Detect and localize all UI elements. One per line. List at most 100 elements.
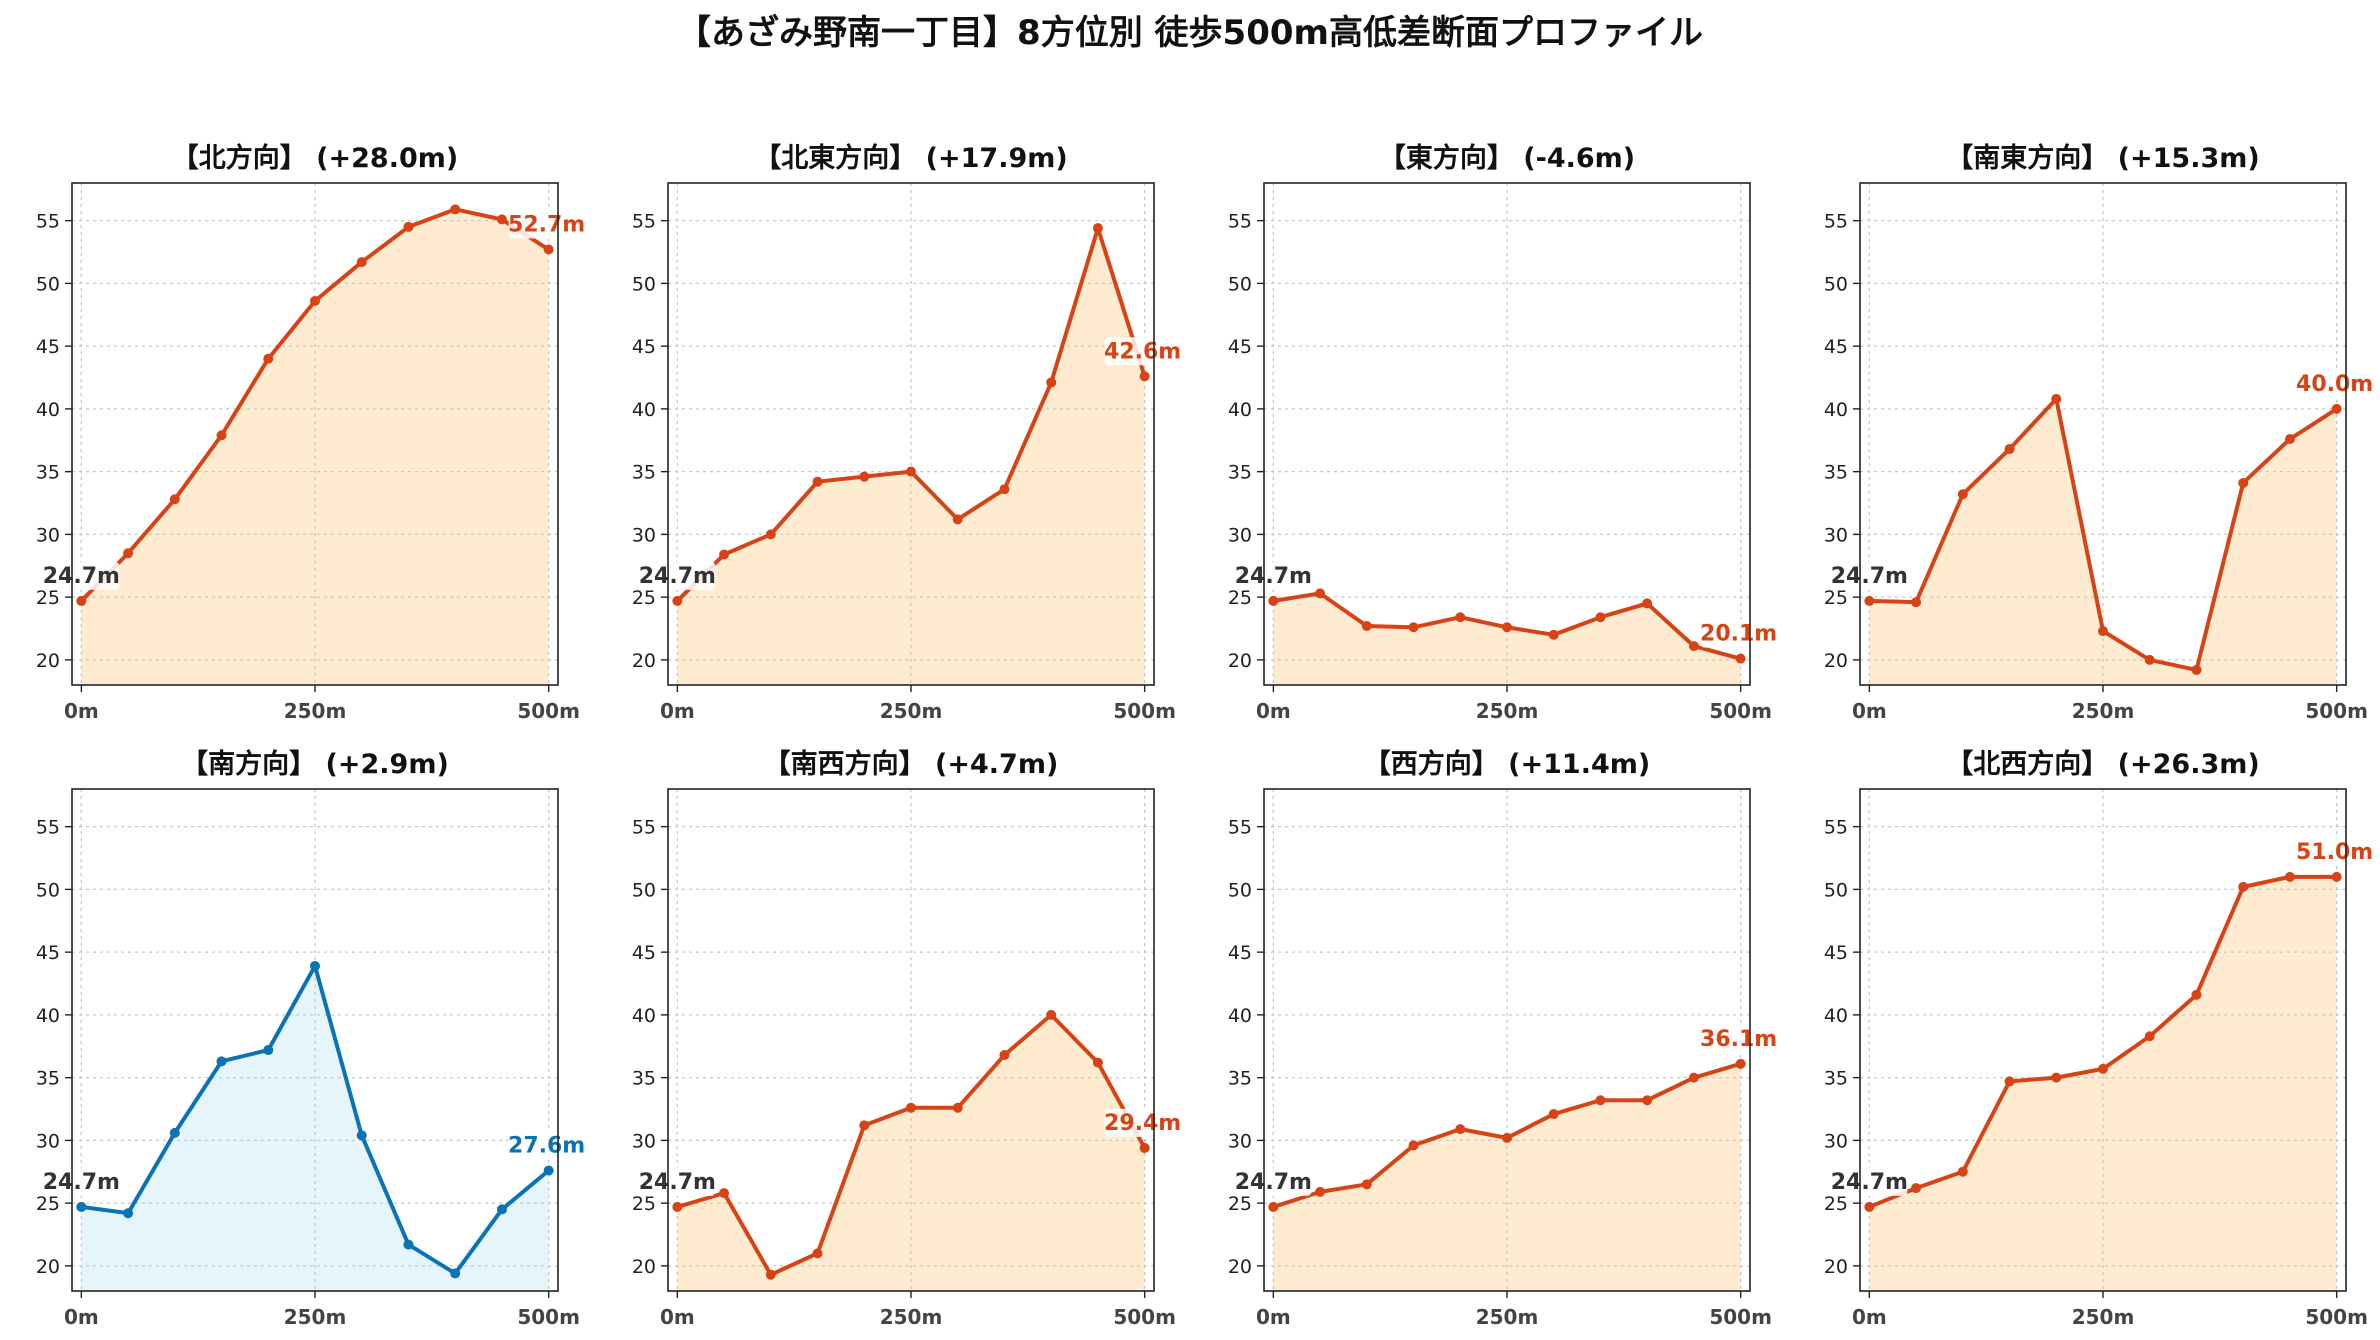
data-point [356,257,367,268]
data-point [719,549,730,560]
plot-frame [1859,788,2347,1292]
y-tick-label: 20 [36,1256,60,1278]
data-point [450,204,461,215]
data-point [496,1204,507,1215]
data-point [1046,377,1057,388]
data-point [1642,1095,1653,1106]
y-tick-label: 45 [36,336,60,358]
x-tick-label: 0m [1852,1305,1887,1329]
panel-title: 【西方向】 (+11.4m) [1364,748,1650,780]
start-elevation-label: 24.7m [43,564,120,589]
x-tick-label: 0m [660,1305,695,1329]
data-point [310,295,320,306]
y-tick-label: 45 [1228,942,1252,964]
data-point [906,466,916,477]
y-tick-label: 40 [632,399,656,421]
y-tick-label: 40 [1228,399,1252,421]
y-tick-label: 25 [632,1193,656,1215]
data-point [859,1120,870,1131]
data-point [76,595,87,606]
start-label-bg [43,1167,120,1196]
y-tick-label: 20 [1824,650,1848,672]
data-point [719,1188,730,1199]
data-point [496,214,507,225]
data-point [543,1165,554,1176]
data-point [1092,223,1103,234]
y-tick-label: 40 [36,399,60,421]
data-point [1548,1109,1559,1120]
data-point [812,476,823,487]
y-tick-label: 35 [1228,462,1252,484]
end-label-bg [2296,837,2373,866]
panel-title: 【北西方向】 (+26.3m) [1946,748,2259,780]
data-point [906,1102,916,1113]
panel-title: 【東方向】 (-4.6m) [1379,142,1635,174]
data-point [403,221,414,232]
y-tick-label: 30 [1824,1130,1848,1152]
data-point [2331,871,2342,882]
x-tick-label: 250m [284,1305,347,1329]
y-tick-label: 35 [1824,462,1848,484]
chart-panel-2: 【北東方向】 (+17.9m) 20 25 30 35 40 45 50 55 0m 250m 500… [632,142,1181,723]
plot-frame [1859,182,2347,686]
y-tick-label: 25 [1824,1193,1848,1215]
end-label-bg [2296,369,2373,398]
data-point [1957,489,1968,500]
data-point [1548,629,1559,640]
y-tick-label: 35 [632,462,656,484]
area-fill [677,1014,1145,1291]
x-tick-label: 500m [1113,699,1176,723]
data-point [1688,1072,1699,1083]
data-point [952,514,963,525]
y-tick-label: 50 [36,879,60,901]
x-tick-label: 250m [880,1305,943,1329]
end-label-bg [1104,1108,1181,1137]
x-tick-label: 500m [1113,1305,1176,1329]
panel-title: 【北東方向】 (+17.9m) [754,142,1067,174]
data-point [765,529,776,540]
end-label-bg [508,1131,585,1160]
panel-title: 【南東方向】 (+15.3m) [1946,142,2259,174]
data-point [76,1201,87,1212]
y-tick-label: 25 [1824,587,1848,609]
data-point [1688,641,1699,652]
data-point [2004,444,2015,455]
data-point [999,484,1010,495]
x-tick-label: 500m [2305,699,2368,723]
y-tick-label: 50 [632,273,656,295]
start-label-bg [1831,561,1908,590]
data-point [2191,664,2202,675]
y-tick-label: 55 [1824,817,1848,839]
plot-frame [667,788,1155,1292]
data-point [1864,1201,1875,1212]
data-point [1642,598,1653,609]
x-tick-label: 0m [64,699,99,723]
x-tick-label: 250m [2072,1305,2135,1329]
start-elevation-label: 24.7m [43,1170,120,1195]
data-point [216,430,227,441]
y-tick-label: 20 [1228,1256,1252,1278]
data-point [1139,1142,1150,1153]
y-tick-label: 25 [632,587,656,609]
data-point [2144,1031,2155,1042]
data-point [952,1102,963,1113]
panel-title: 【南西方向】 (+4.7m) [764,748,1059,780]
y-tick-label: 40 [1824,399,1848,421]
y-tick-label: 20 [632,1256,656,1278]
y-tick-label: 35 [632,1068,656,1090]
data-point [2004,1076,2015,1087]
area-fill [677,228,1145,685]
y-tick-label: 20 [36,650,60,672]
area-fill [1273,1063,1741,1291]
data-point [2098,626,2108,637]
end-elevation-label: 36.1m [1700,1027,1777,1052]
y-tick-label: 25 [36,587,60,609]
y-tick-label: 50 [1824,273,1848,295]
data-point [2144,654,2155,665]
y-tick-label: 55 [36,817,60,839]
plot-frame [667,182,1155,686]
y-tick-label: 35 [1228,1068,1252,1090]
end-elevation-label: 51.0m [2296,840,2373,865]
start-elevation-label: 24.7m [1235,1170,1312,1195]
y-tick-label: 20 [632,650,656,672]
